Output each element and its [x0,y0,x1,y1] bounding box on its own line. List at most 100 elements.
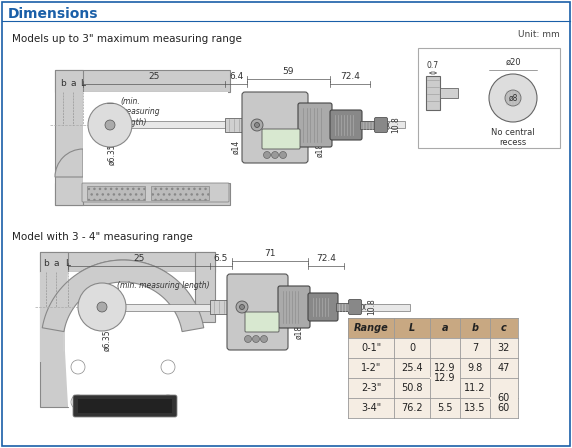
Text: 59: 59 [283,67,294,76]
FancyBboxPatch shape [308,293,338,321]
FancyBboxPatch shape [242,92,308,163]
Circle shape [489,74,537,122]
Text: 6.5: 6.5 [214,254,228,263]
FancyBboxPatch shape [298,103,332,147]
Text: ø14: ø14 [232,140,240,154]
Bar [55,183,230,205]
Text: 25: 25 [148,72,160,81]
Text: b: b [471,323,479,333]
FancyBboxPatch shape [375,117,387,133]
Bar [210,300,232,314]
Text: 13.5: 13.5 [464,403,486,413]
Text: 7: 7 [472,343,478,353]
Circle shape [280,151,287,159]
Text: 47: 47 [498,363,510,373]
Text: a: a [442,323,448,333]
Text: 60: 60 [498,393,510,403]
Text: 11.2: 11.2 [464,383,486,393]
Text: ø6.35: ø6.35 [102,329,112,351]
Text: 3-4": 3-4" [361,403,381,413]
Circle shape [240,305,244,310]
Text: Models up to 3" maximum measuring range: Models up to 3" maximum measuring range [12,34,242,44]
Bar [491,379,518,418]
Text: 25.4: 25.4 [401,363,423,373]
Polygon shape [64,272,213,407]
Circle shape [252,336,260,343]
Circle shape [236,301,248,313]
Bar [55,70,83,205]
Bar [348,358,518,378]
Text: ø6.35: ø6.35 [108,143,117,164]
Text: 2-3": 2-3" [361,383,381,393]
Text: ø18: ø18 [295,325,304,339]
Text: 10.8: 10.8 [391,116,400,134]
Text: Model with 3 - 4" measuring range: Model with 3 - 4" measuring range [12,232,193,242]
Bar [87,186,145,200]
Text: 32: 32 [498,343,510,353]
Text: Dimensions: Dimensions [8,7,98,21]
Circle shape [251,119,263,131]
Text: Range: Range [353,323,388,333]
Text: 1-2": 1-2" [361,363,381,373]
Bar [151,186,209,200]
Bar [431,358,459,397]
FancyBboxPatch shape [245,312,279,332]
Circle shape [88,103,132,147]
Text: a: a [53,259,59,268]
Bar [360,121,378,129]
Text: L: L [409,323,415,333]
Circle shape [78,283,126,331]
Text: L: L [66,259,70,268]
Text: 12.9: 12.9 [434,363,456,373]
FancyBboxPatch shape [330,110,362,140]
Text: 9.8: 9.8 [467,363,483,373]
Text: 10.8: 10.8 [367,299,376,315]
FancyBboxPatch shape [278,286,310,328]
Bar [83,92,113,183]
FancyBboxPatch shape [227,274,288,350]
Bar [225,118,247,132]
Bar [83,92,228,183]
Text: 6.4: 6.4 [229,72,243,81]
Text: a: a [70,79,76,88]
Bar [348,398,518,418]
Bar [418,48,560,148]
Text: (min. measuring length): (min. measuring length) [117,280,209,289]
Text: c: c [501,323,507,333]
Text: 0: 0 [409,343,415,353]
Text: ø8: ø8 [509,94,518,103]
Text: 71: 71 [264,249,276,258]
FancyBboxPatch shape [82,183,229,202]
Bar [426,76,440,110]
Text: 72.4: 72.4 [316,254,336,263]
Bar [78,399,172,413]
Text: No central
recess: No central recess [491,128,535,147]
Text: 50.8: 50.8 [401,383,423,393]
Text: ø20: ø20 [505,58,521,67]
Text: 76.2: 76.2 [401,403,423,413]
Text: 0.7: 0.7 [427,61,439,70]
Text: 25: 25 [133,254,145,263]
Bar [348,338,518,358]
Circle shape [161,360,175,374]
Wedge shape [55,149,83,177]
Circle shape [71,395,85,409]
Text: b: b [60,79,66,88]
Bar [336,303,352,311]
Bar [110,121,405,128]
Text: (min.
measuring
length): (min. measuring length) [120,97,161,127]
FancyBboxPatch shape [348,300,362,314]
Polygon shape [42,260,204,332]
Text: L: L [81,79,85,88]
Bar [40,272,68,362]
Text: Unit: mm: Unit: mm [518,30,560,39]
Bar [40,252,68,407]
Text: 5.5: 5.5 [437,403,453,413]
FancyBboxPatch shape [73,395,177,417]
Bar [348,318,518,338]
Circle shape [97,302,107,312]
Circle shape [255,122,260,128]
Text: ø18: ø18 [316,143,324,157]
Circle shape [71,360,85,374]
Text: 60: 60 [498,403,510,413]
